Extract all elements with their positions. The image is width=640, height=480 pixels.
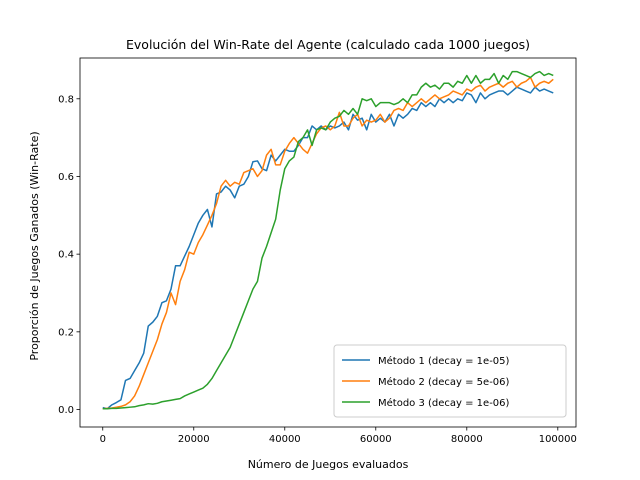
series-line-2: [102, 76, 554, 410]
x-tick-label: 20000: [178, 434, 210, 445]
axes-frame: [79, 57, 577, 428]
chart-title: Evolución del Win-Rate del Agente (calcu…: [126, 37, 530, 52]
legend-entry-2: Método 2 (decay = 5e-06): [378, 376, 510, 388]
axes: 0 20000 40000 60000 80000 100000 0.0 0.2 0.4 0.6 0…: [58, 57, 577, 445]
legend: Método 1 (decay = 1e-05) Método 2 (decay …: [333, 344, 567, 418]
series-line-3: [102, 70, 554, 410]
legend-entry-3: Método 3 (decay = 1e-06): [378, 397, 510, 409]
legend-entry-1: Método 1 (decay = 1e-05): [378, 355, 510, 367]
y-axis-label: Proporción de Juegos Ganados (Win-Rate): [28, 131, 41, 360]
y-tick-label: 0.6: [58, 172, 74, 183]
y-tick-label: 0.4: [58, 250, 74, 261]
y-tick-label: 0.0: [58, 405, 74, 416]
x-axis-label: Número de Juegos evaluados: [248, 458, 409, 471]
x-tick-label: 40000: [269, 434, 301, 445]
y-tick-label: 0.2: [58, 327, 74, 338]
y-tick-label: 0.8: [58, 94, 74, 105]
legend-box: [333, 344, 567, 418]
x-tick-label: 80000: [451, 434, 483, 445]
x-tick-label: 60000: [360, 434, 392, 445]
x-tick-label: 100000: [539, 434, 577, 445]
x-tick-label: 0: [100, 434, 106, 445]
plot-area: [102, 70, 554, 410]
